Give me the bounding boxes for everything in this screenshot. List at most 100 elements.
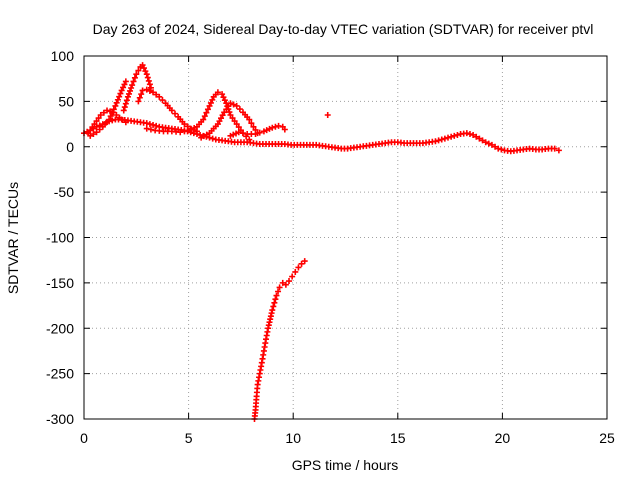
data-point bbox=[256, 129, 263, 136]
data-point bbox=[272, 296, 279, 303]
data-point bbox=[181, 128, 188, 135]
data-point bbox=[209, 96, 216, 103]
data-point bbox=[128, 84, 135, 91]
data-point bbox=[239, 130, 246, 137]
data-point bbox=[275, 288, 282, 295]
data-point bbox=[289, 273, 296, 280]
data-point bbox=[270, 303, 277, 310]
data-point bbox=[89, 124, 96, 131]
data-marks bbox=[81, 62, 562, 422]
data-point bbox=[125, 90, 132, 97]
x-tick-label: 20 bbox=[495, 430, 511, 446]
y-tick-label: -100 bbox=[46, 230, 74, 246]
data-point bbox=[476, 135, 483, 142]
data-point bbox=[229, 115, 236, 122]
data-point bbox=[445, 134, 452, 141]
data-point bbox=[286, 278, 293, 285]
data-point bbox=[109, 109, 116, 116]
y-tick-label: -200 bbox=[46, 320, 74, 336]
data-point bbox=[122, 100, 129, 107]
data-point bbox=[153, 91, 160, 98]
data-point bbox=[138, 91, 145, 98]
data-point bbox=[225, 103, 232, 110]
data-point bbox=[301, 258, 308, 265]
data-point bbox=[231, 118, 238, 125]
data-point bbox=[279, 279, 286, 286]
data-point bbox=[122, 119, 129, 126]
data-point bbox=[100, 109, 107, 116]
data-point bbox=[114, 96, 121, 103]
data-point bbox=[207, 99, 214, 106]
data-point bbox=[181, 121, 188, 128]
y-tick-label: 100 bbox=[51, 48, 75, 64]
series-arc-a bbox=[85, 107, 129, 137]
data-point bbox=[324, 111, 331, 118]
data-point bbox=[147, 126, 154, 133]
x-tick-label: 5 bbox=[185, 430, 193, 446]
data-point bbox=[281, 126, 288, 133]
data-point bbox=[236, 106, 243, 113]
data-point bbox=[129, 82, 136, 89]
data-point bbox=[220, 94, 227, 101]
data-point bbox=[150, 121, 157, 128]
data-point bbox=[282, 281, 289, 288]
data-point bbox=[93, 118, 100, 125]
data-point bbox=[120, 84, 127, 91]
data-point bbox=[435, 137, 442, 144]
data-point bbox=[219, 91, 226, 98]
data-point bbox=[275, 122, 282, 129]
data-point bbox=[248, 120, 255, 127]
x-tick-label: 0 bbox=[80, 430, 88, 446]
data-point bbox=[156, 93, 163, 100]
data-point bbox=[143, 120, 150, 127]
data-point bbox=[96, 126, 103, 133]
data-point bbox=[463, 130, 470, 137]
data-point bbox=[214, 89, 221, 96]
data-point bbox=[140, 65, 147, 72]
data-point bbox=[482, 139, 489, 146]
data-point bbox=[448, 133, 455, 140]
data-point bbox=[93, 129, 100, 136]
data-point bbox=[91, 121, 98, 128]
data-point bbox=[184, 123, 191, 130]
data-point bbox=[250, 123, 257, 130]
data-point bbox=[143, 125, 150, 132]
data-point bbox=[107, 113, 114, 120]
y-tick-label: -50 bbox=[54, 184, 74, 200]
data-point bbox=[117, 90, 124, 97]
data-point bbox=[123, 97, 130, 104]
data-point bbox=[223, 106, 230, 113]
data-point bbox=[139, 62, 146, 69]
series-baseline bbox=[81, 116, 562, 155]
data-point bbox=[454, 131, 461, 138]
data-point bbox=[97, 111, 104, 118]
data-point bbox=[473, 133, 480, 140]
data-point bbox=[298, 260, 305, 267]
data-point bbox=[555, 147, 562, 154]
y-tick-label: 50 bbox=[58, 93, 74, 109]
data-point bbox=[146, 87, 153, 94]
data-point bbox=[466, 131, 473, 138]
data-point bbox=[150, 89, 157, 96]
data-point bbox=[451, 132, 458, 139]
data-point bbox=[135, 98, 142, 105]
data-point bbox=[221, 97, 228, 104]
data-point bbox=[204, 106, 211, 113]
data-point bbox=[136, 94, 143, 101]
data-point bbox=[273, 292, 280, 299]
data-point bbox=[201, 113, 208, 120]
series-arc-b bbox=[87, 78, 129, 139]
data-point bbox=[110, 106, 117, 113]
data-point bbox=[118, 87, 125, 94]
data-point bbox=[495, 145, 502, 152]
data-point bbox=[485, 140, 492, 147]
data-point bbox=[438, 136, 445, 143]
data-point bbox=[130, 78, 137, 85]
data-point bbox=[470, 131, 477, 138]
plot-frame bbox=[83, 55, 608, 420]
data-point bbox=[226, 109, 233, 116]
data-point bbox=[206, 102, 213, 109]
data-point bbox=[492, 143, 499, 150]
x-tick-label: 25 bbox=[599, 430, 615, 446]
